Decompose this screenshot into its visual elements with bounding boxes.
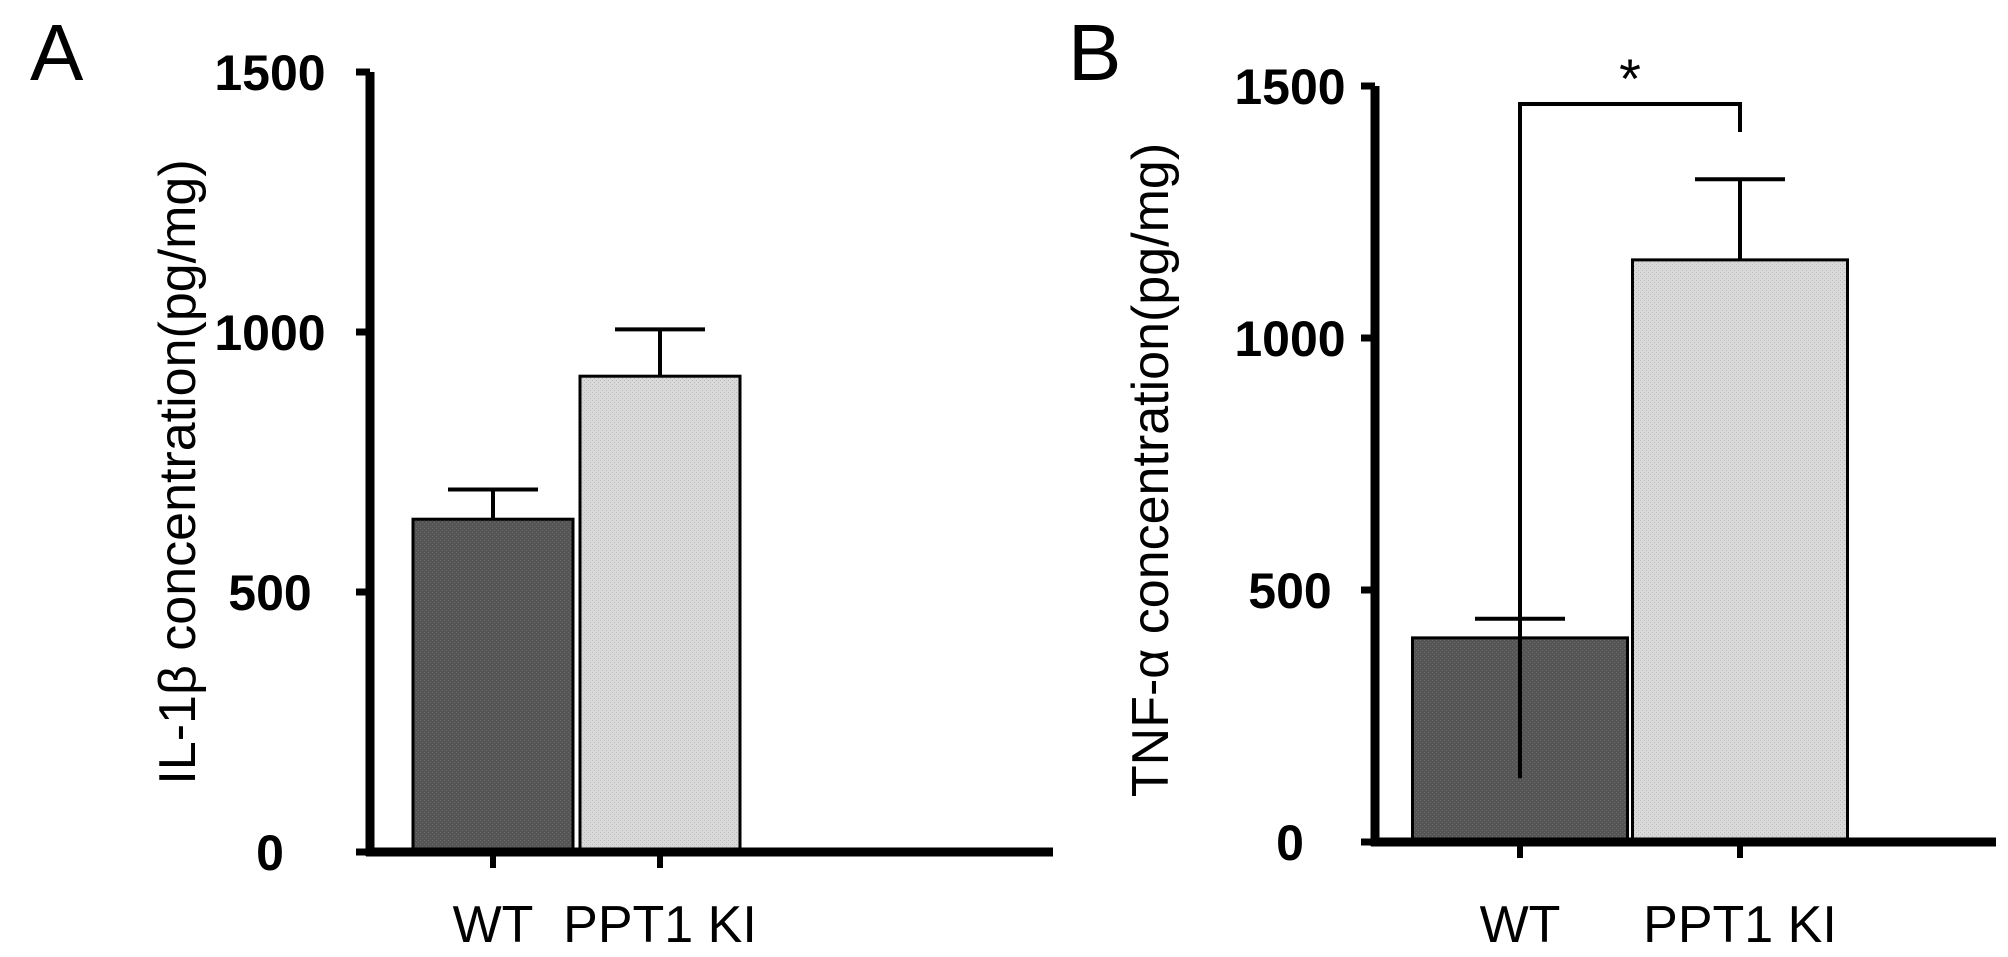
panel-b-label: B [1068, 8, 1121, 97]
panel-a-ylabel: IL-1β concentration(pg/mg) [149, 159, 207, 784]
panel-b-x-label: WT [1480, 896, 1561, 952]
panel-b-y-ticks: 0 500 1000 1500 [1234, 59, 1375, 871]
panel-b-y-tick-label: 0 [1276, 815, 1304, 871]
panel-b-x-label: PPT1 KI [1643, 896, 1837, 952]
panel-a-y-tick-label: 1000 [214, 305, 325, 361]
panel-a-bar-ppt1-ki [578, 374, 742, 854]
panel-b-bar-ppt1-ki [1631, 258, 1849, 844]
panel-b-x-labels: WT PPT1 KI [1480, 842, 1837, 954]
panel-a-bar-wt [411, 517, 575, 854]
panel-a-bars [411, 327, 742, 854]
panel-b-y-tick-label: 1000 [1234, 311, 1345, 367]
panel-a-x-label: WT [453, 896, 534, 952]
panel-a-label: A [30, 8, 84, 97]
panel-b-bars [1411, 177, 1849, 844]
panel-b-significance: * [1518, 47, 1742, 779]
significance-star: * [1619, 47, 1641, 110]
panel-a-y-tick-label: 1500 [214, 45, 325, 101]
panel-a-x-labels: WT PPT1 KI [453, 852, 757, 954]
significance-bracket [1518, 102, 1742, 779]
panel-a-x-label: PPT1 KI [563, 896, 757, 952]
panel-a: A IL-1β concentration(pg/mg) 0 500 1000 150… [30, 8, 1053, 954]
panel-b-y-tick-label: 1500 [1234, 59, 1345, 115]
panel-a-y-tick-label: 0 [256, 825, 284, 881]
panel-a-y-tick-label: 500 [228, 565, 311, 621]
panel-b: B TNF-α concentration(pg/mg) 0 500 1000 150… [1068, 8, 1996, 954]
panel-a-y-ticks: 0 500 1000 1500 [214, 45, 370, 881]
panel-b-ylabel: TNF-α concentration(pg/mg) [1122, 143, 1180, 797]
panel-b-y-tick-label: 500 [1248, 563, 1331, 619]
